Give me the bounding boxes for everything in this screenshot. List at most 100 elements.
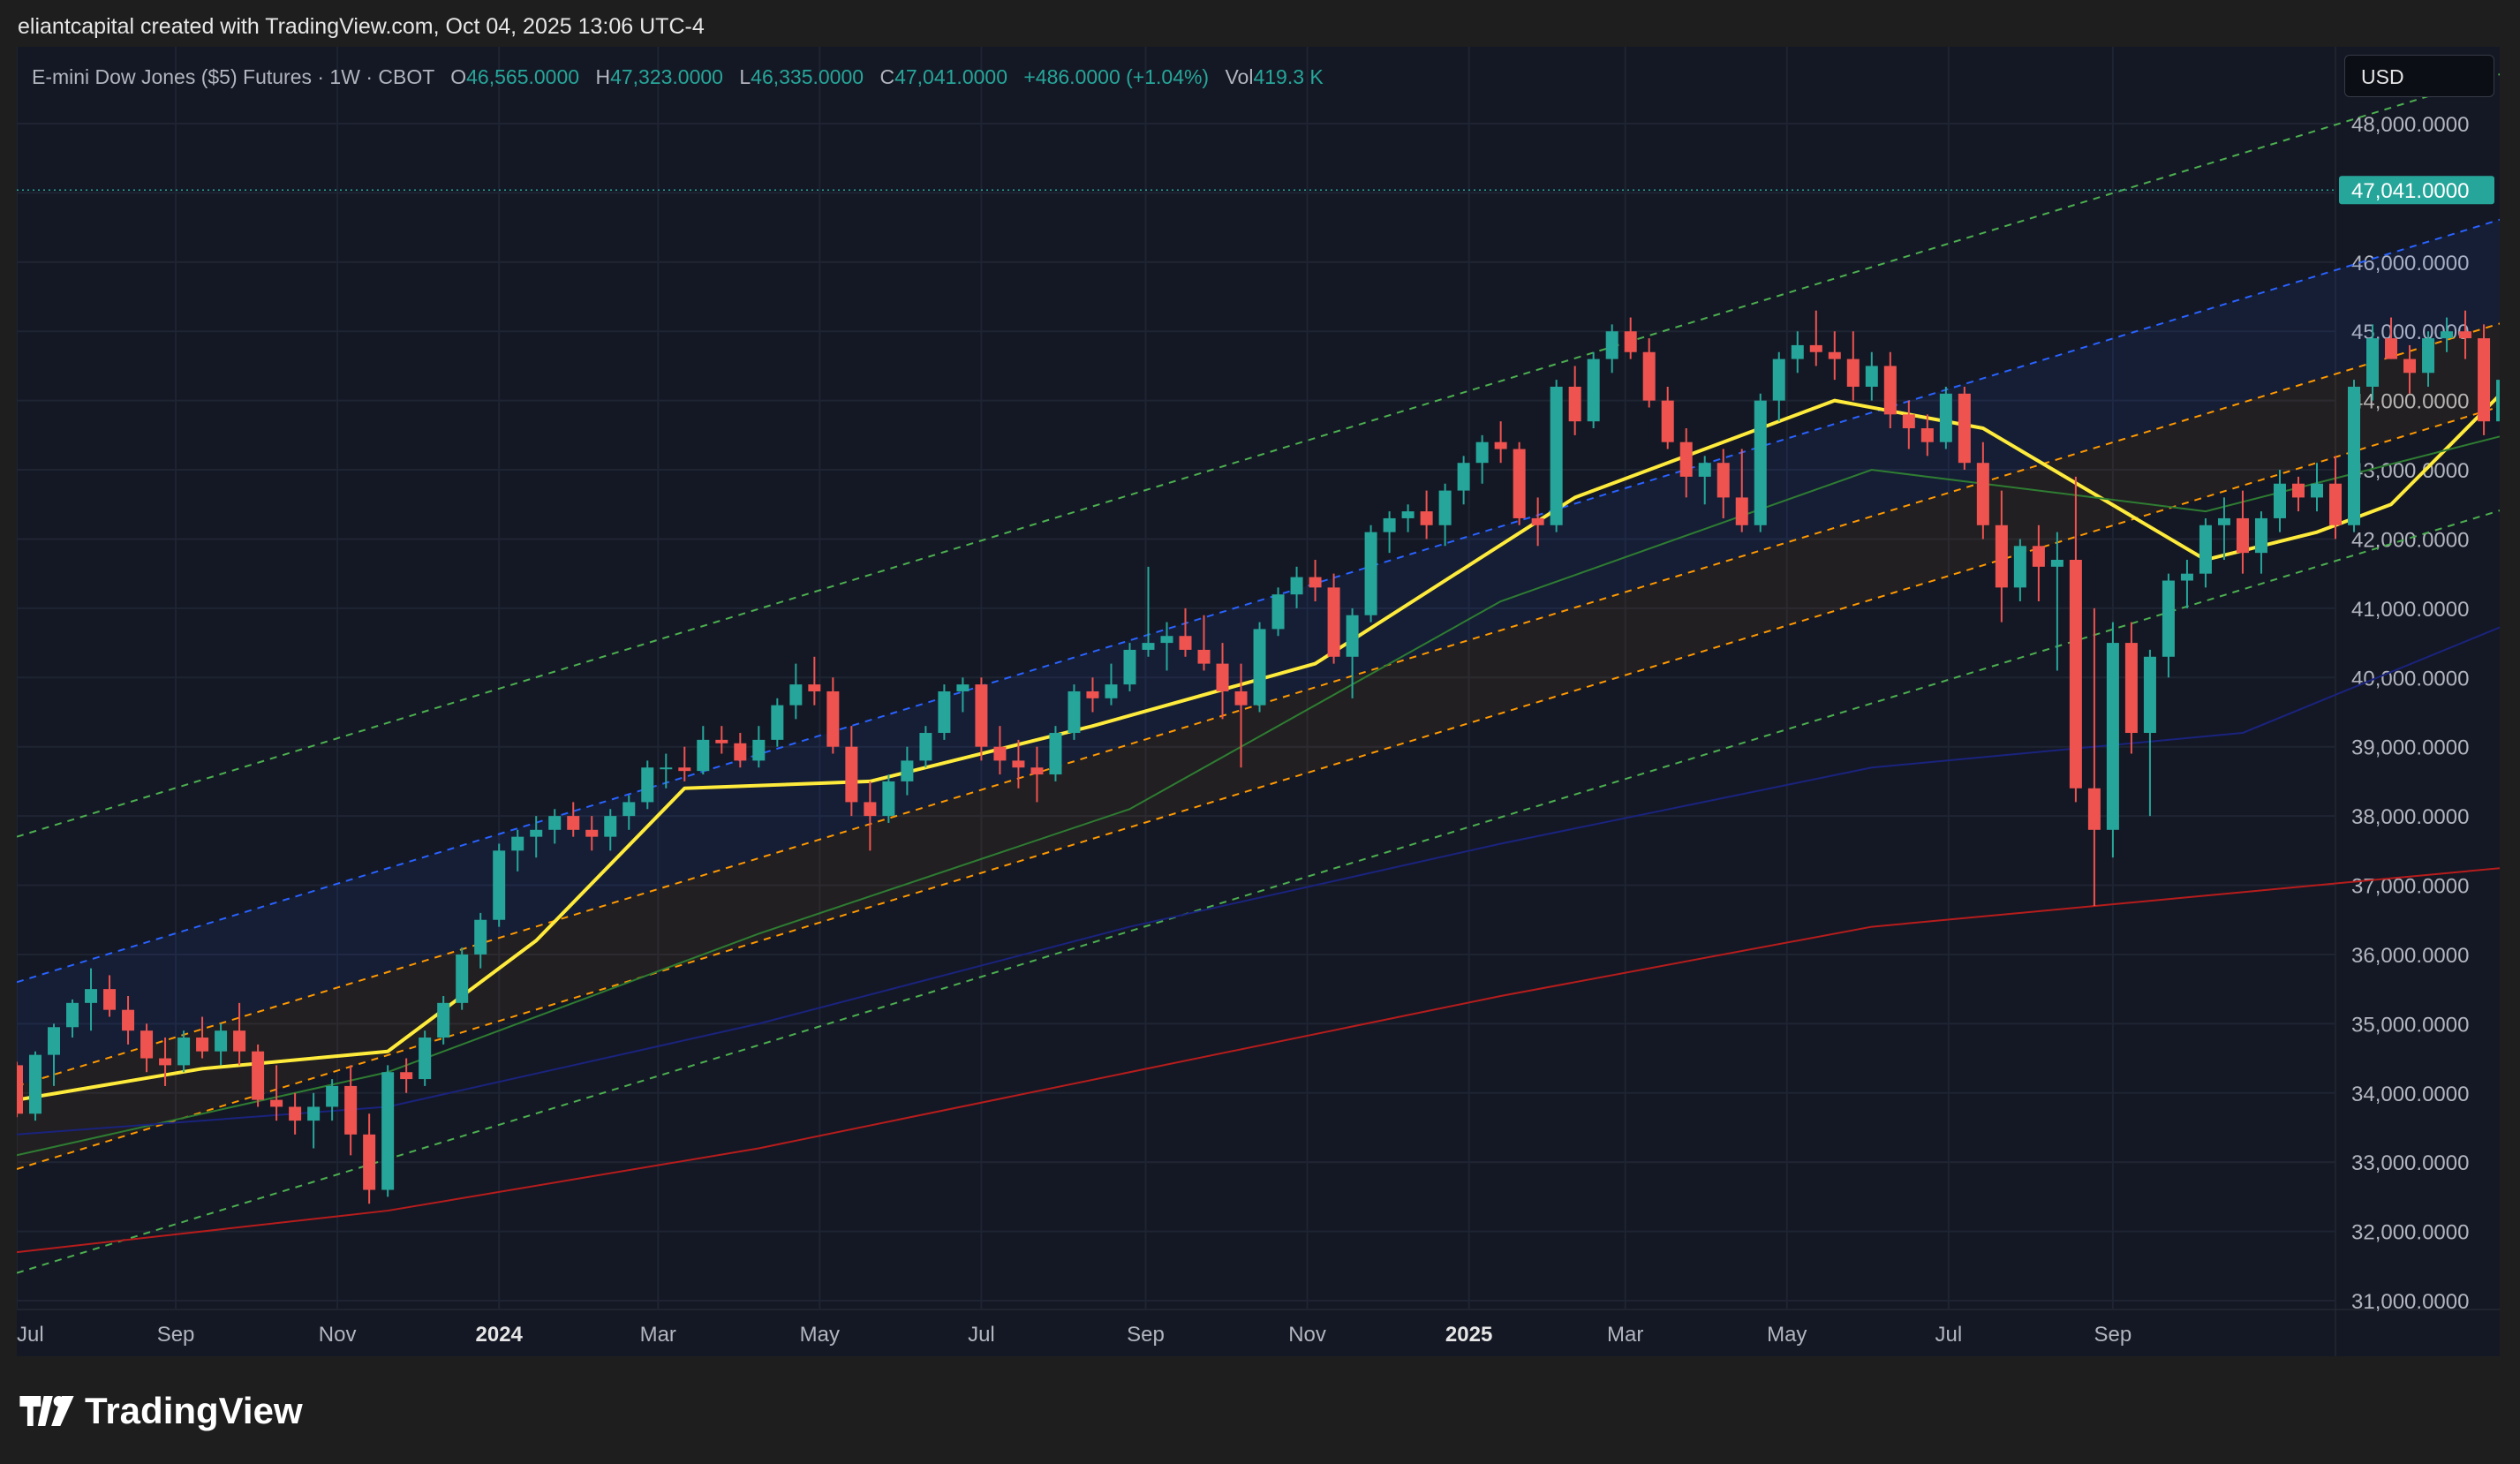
candle-body	[1346, 615, 1359, 657]
high-value: 47,323.0000	[610, 65, 723, 88]
candle-body	[270, 1099, 283, 1107]
y-tick-label: 35,000.0000	[2351, 1013, 2469, 1037]
candle-body	[2087, 788, 2101, 830]
tradingview-logo[interactable]: TradingView	[19, 1390, 303, 1432]
candle-body	[1791, 344, 1804, 359]
candle-body	[1958, 393, 1971, 464]
candle-body	[993, 746, 1007, 761]
channel-line	[17, 218, 2500, 984]
candle-body	[196, 1038, 209, 1052]
candle-body	[2310, 483, 2323, 498]
candle-body	[1902, 414, 1915, 429]
open-label: O	[450, 65, 467, 88]
candle-body	[1383, 517, 1396, 532]
candle-body	[2366, 338, 2380, 387]
x-tick-label: Mar	[1607, 1323, 1643, 1347]
candle-body	[826, 690, 840, 747]
candle-body	[975, 684, 988, 747]
candle-body	[233, 1030, 246, 1052]
candle-body	[808, 684, 821, 691]
candle-body	[1234, 690, 1248, 706]
candle-body	[2254, 517, 2267, 554]
candle-body	[1438, 490, 1452, 525]
candle-body	[2050, 559, 2064, 567]
candle-body	[2348, 386, 2361, 525]
candle-body	[2162, 580, 2175, 657]
volume-label: Vol	[1225, 65, 1254, 88]
candle-body	[2441, 331, 2454, 339]
candle-body	[2291, 483, 2305, 498]
candle-body	[17, 1065, 23, 1114]
y-tick-label: 33,000.0000	[2351, 1151, 2469, 1175]
candle-body	[2329, 483, 2342, 525]
candle-body	[2180, 573, 2193, 581]
y-tick-label: 31,000.0000	[2351, 1290, 2469, 1314]
candle-body	[493, 850, 506, 920]
candle-body	[1995, 524, 2008, 588]
candle-body	[1457, 463, 1470, 491]
candle-body	[641, 767, 654, 803]
candle-body	[1550, 386, 1563, 525]
candle-body	[1068, 690, 1081, 734]
candle-body	[29, 1054, 42, 1114]
candle-body	[1197, 649, 1211, 664]
candle-body	[215, 1030, 228, 1052]
candle-body	[326, 1085, 339, 1107]
candle-body	[1698, 463, 1711, 477]
x-tick-label: Jul	[968, 1323, 995, 1347]
candle-body	[697, 739, 710, 772]
candle-body	[2459, 331, 2472, 339]
candle-body	[1735, 497, 1748, 525]
candle-body	[622, 802, 636, 817]
candle-body	[1828, 351, 1841, 359]
tradingview-logo-icon	[19, 1396, 74, 1426]
channel-line	[17, 322, 2500, 1087]
candle-body	[1105, 684, 1118, 698]
candle-body	[1475, 441, 1489, 464]
candle-body	[1605, 331, 1618, 359]
candle-body	[177, 1038, 191, 1066]
y-tick-label: 42,000.0000	[2351, 528, 2469, 552]
x-tick-label: May	[1767, 1323, 1807, 1347]
brand-name: TradingView	[85, 1390, 303, 1431]
x-tick-label: 2024	[476, 1323, 524, 1347]
y-tick-label: 37,000.0000	[2351, 875, 2469, 899]
candle-body	[85, 989, 98, 1003]
candle-body	[956, 684, 970, 691]
candle-body	[1939, 393, 1952, 442]
candle-body	[1679, 441, 1693, 477]
candle-body	[511, 836, 524, 851]
chart-frame[interactable]: 48,000.000047,000.000046,000.000045,000.…	[17, 47, 2500, 1356]
candle-body	[567, 816, 580, 830]
open-value: 46,565.0000	[466, 65, 580, 88]
candle-body	[1883, 366, 1897, 415]
candle-body	[1809, 344, 1822, 352]
y-tick-label: 43,000.0000	[2351, 459, 2469, 483]
candle-body	[530, 829, 543, 837]
candle-body	[2478, 338, 2491, 422]
candle-body	[1179, 636, 1192, 650]
candle-body	[419, 1038, 432, 1080]
candle-body	[1587, 358, 1600, 422]
header-attribution: eliantcapital created with TradingView.c…	[18, 14, 705, 39]
price-chart[interactable]: 48,000.000047,000.000046,000.000045,000.…	[17, 47, 2500, 1356]
x-tick-label: Mar	[640, 1323, 676, 1347]
currency-selector[interactable]: USD	[2344, 55, 2494, 97]
low-value: 46,335.0000	[751, 65, 864, 88]
last-price-badge	[2339, 176, 2494, 205]
candle-body	[919, 733, 932, 761]
high-label: H	[595, 65, 611, 88]
y-tick-label: 46,000.0000	[2351, 252, 2469, 275]
candle-body	[122, 1009, 135, 1031]
candle-body	[140, 1030, 154, 1059]
candle-body	[771, 705, 784, 740]
candle-body	[2496, 380, 2500, 422]
candle-body	[307, 1106, 321, 1121]
candle-body	[474, 919, 487, 955]
x-tick-label: Sep	[1127, 1323, 1165, 1347]
candle-body	[1846, 358, 1860, 387]
x-tick-label: Nov	[1288, 1323, 1326, 1347]
candle-body	[2069, 559, 2082, 789]
moving-average-line	[17, 867, 2500, 1254]
moving-average-line	[17, 626, 2500, 1136]
